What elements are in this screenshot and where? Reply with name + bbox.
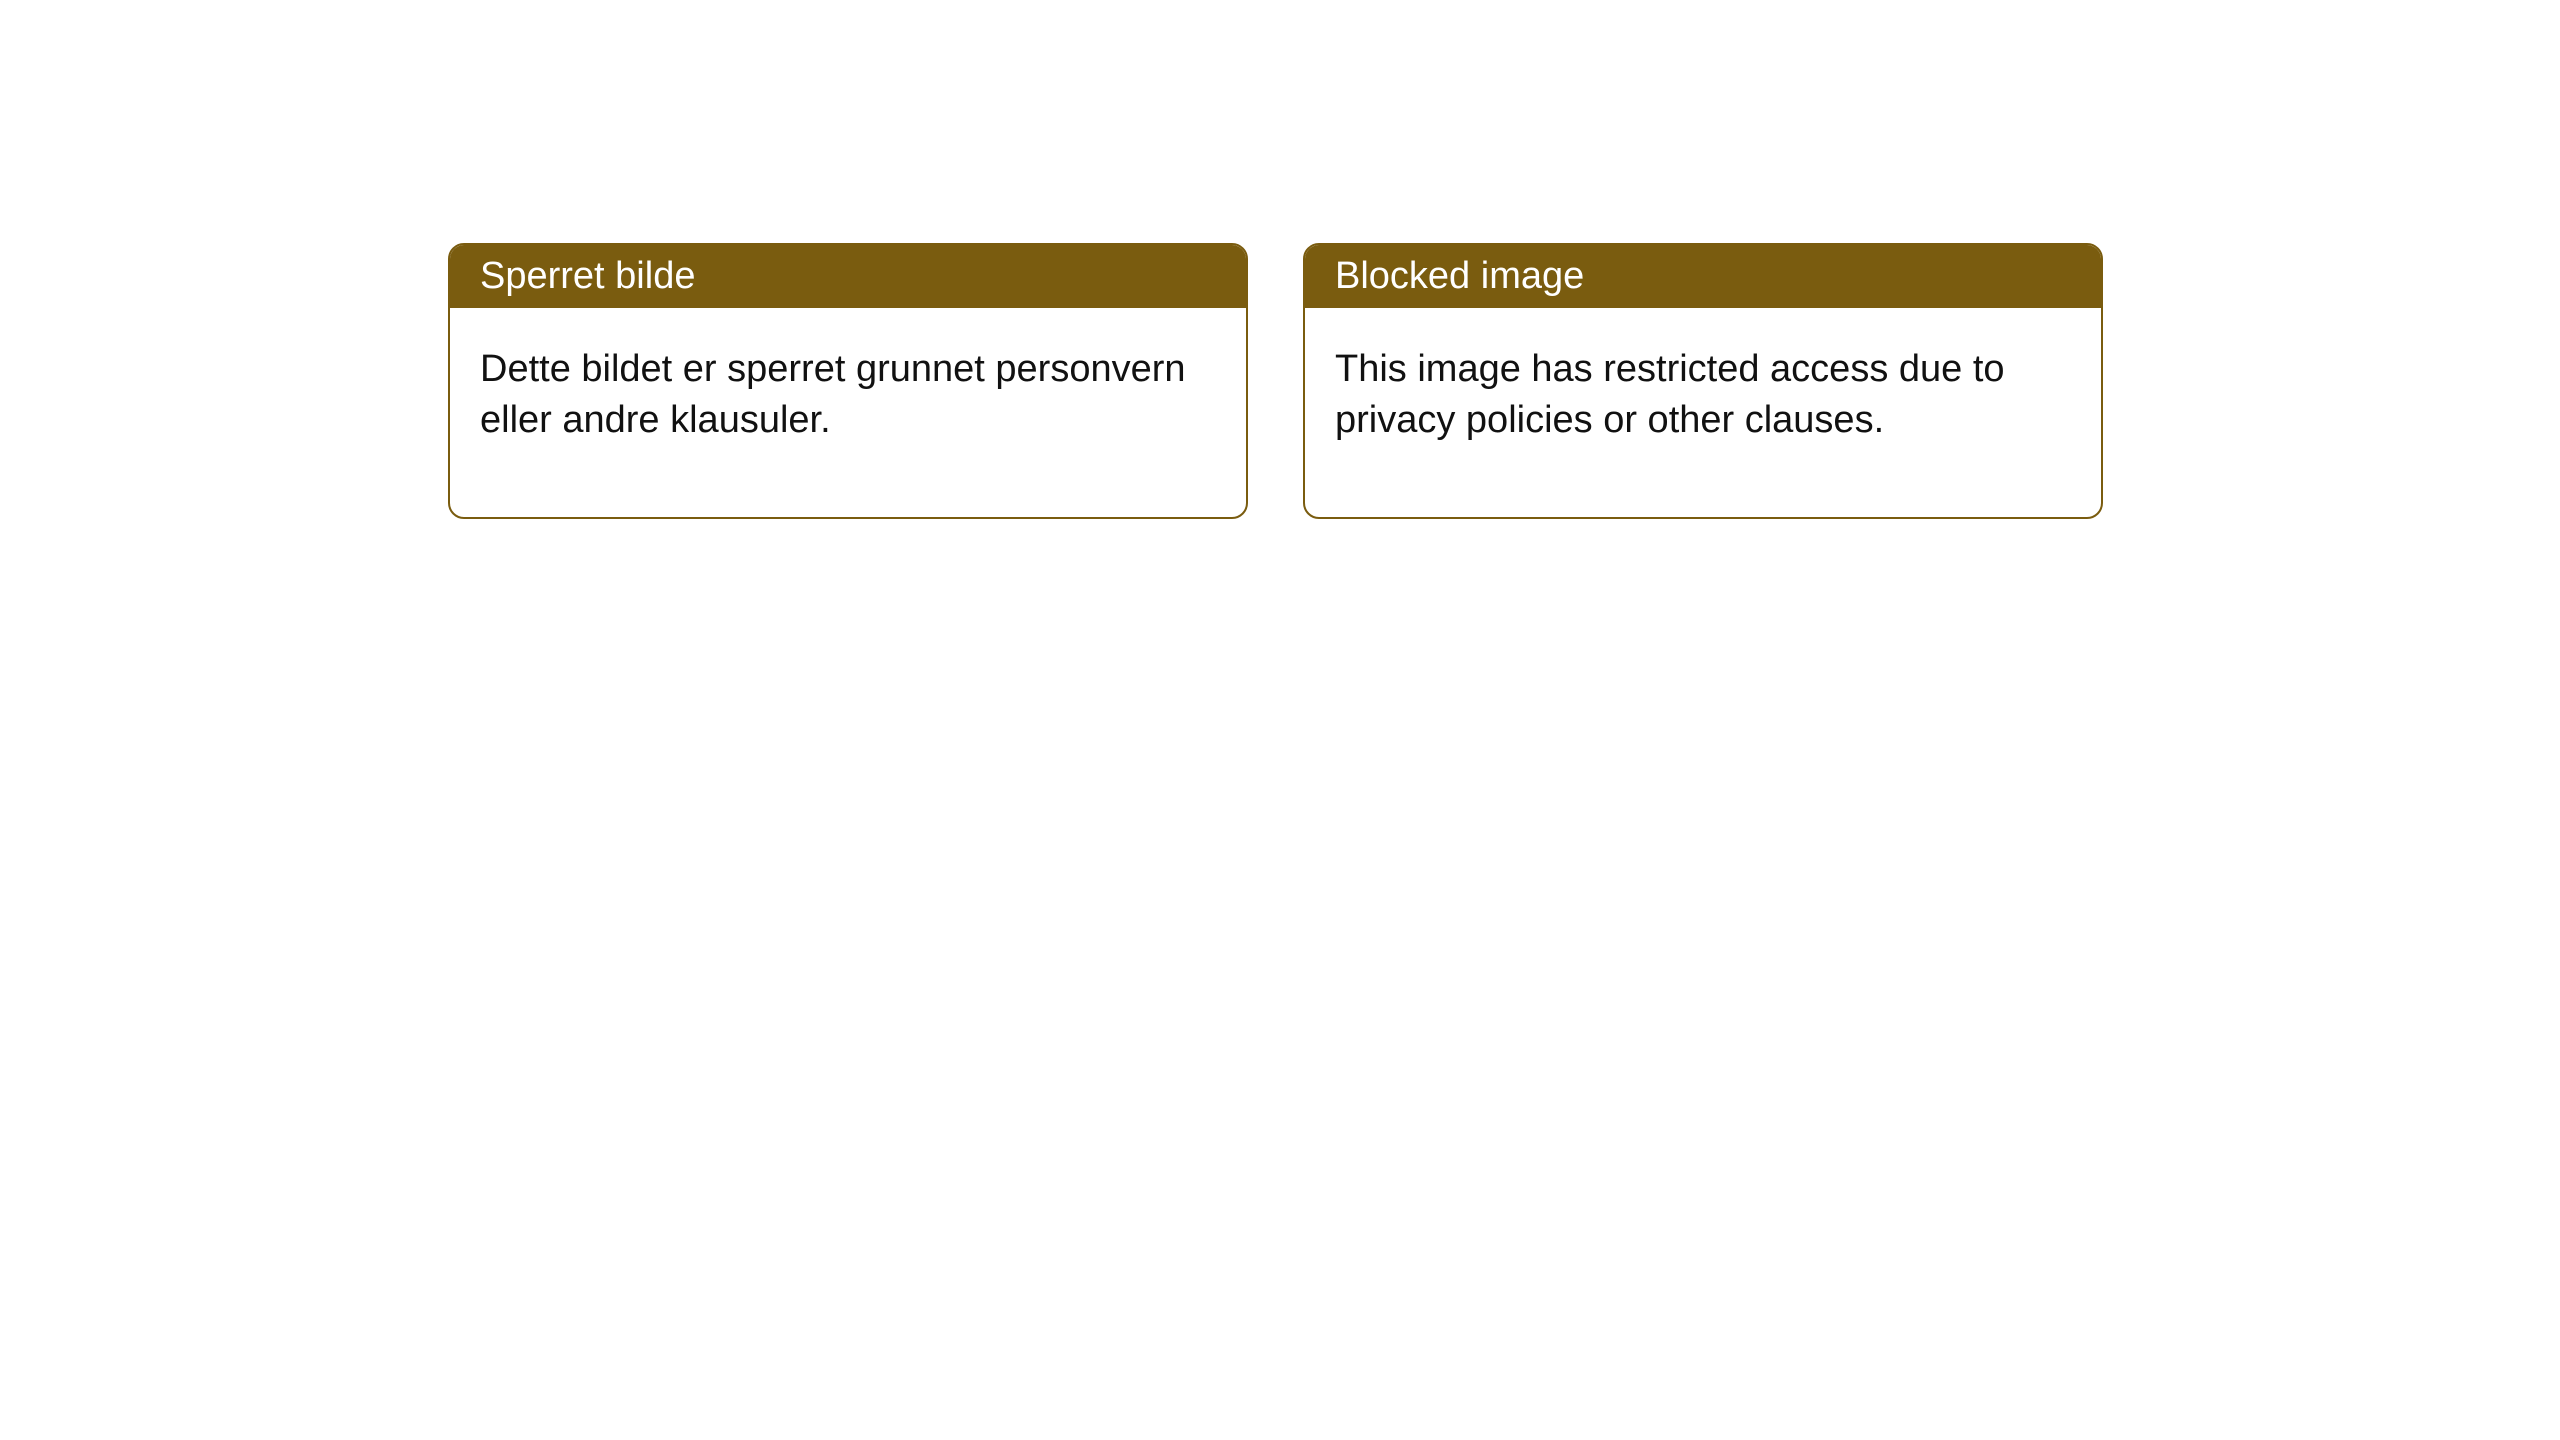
notice-title-english: Blocked image xyxy=(1305,245,2101,308)
notice-body-norwegian: Dette bildet er sperret grunnet personve… xyxy=(450,308,1246,517)
notice-card-english: Blocked image This image has restricted … xyxy=(1303,243,2103,519)
notice-container: Sperret bilde Dette bildet er sperret gr… xyxy=(448,243,2103,519)
notice-body-english: This image has restricted access due to … xyxy=(1305,308,2101,517)
notice-card-norwegian: Sperret bilde Dette bildet er sperret gr… xyxy=(448,243,1248,519)
notice-title-norwegian: Sperret bilde xyxy=(450,245,1246,308)
